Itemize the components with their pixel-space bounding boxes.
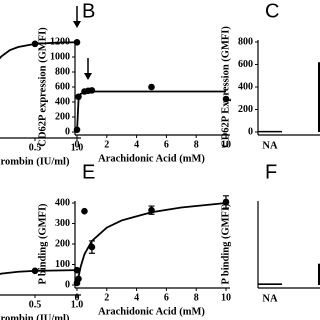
data-point xyxy=(75,93,82,101)
panel-label: E xyxy=(82,161,95,183)
y-tick-label: 200 xyxy=(55,111,70,122)
x-tick-label: 4 xyxy=(134,139,139,150)
data-point xyxy=(222,198,230,206)
y-axis-label: P binding (GMFI) xyxy=(220,203,231,285)
y-tick-label: 200 xyxy=(238,104,253,115)
y-axis-label: CD62P expression (GMFI) xyxy=(37,27,48,147)
bar xyxy=(318,263,320,285)
x-tick-label: 6 xyxy=(164,139,169,150)
x-tick-label: 8 xyxy=(194,292,199,303)
bar xyxy=(258,130,282,133)
y-tick-label: 300 xyxy=(55,218,70,229)
y-tick-label: 400 xyxy=(238,81,253,92)
fit-curve xyxy=(0,41,78,60)
panel-label: B xyxy=(82,0,95,22)
x-tick-label: 0 xyxy=(75,292,80,303)
y-tick-label: 200 xyxy=(55,238,70,249)
bar xyxy=(318,62,320,132)
x-tick-label: 0.5 xyxy=(29,142,42,153)
data-point xyxy=(222,95,230,103)
x-tick-label: 0 xyxy=(75,139,80,150)
data-point xyxy=(88,87,96,94)
x-axis-label: rombin (IU/ml) xyxy=(1,313,70,320)
arrowhead xyxy=(73,21,81,28)
y-tick-label: 1000 xyxy=(50,51,70,62)
y-tick-label: 400 xyxy=(55,96,70,107)
y-tick-label: 100 xyxy=(55,259,70,270)
data-point xyxy=(148,206,155,214)
y-tick-label: 600 xyxy=(55,81,70,92)
fit-curve xyxy=(0,269,78,275)
x-tick-label: 8 xyxy=(194,139,199,150)
data-point xyxy=(81,207,88,215)
x-axis-label: Arachidonic Acid (mM) xyxy=(98,153,205,164)
fit-curve xyxy=(76,90,226,133)
x-tick-label: 1.0 xyxy=(71,299,84,310)
x-tick-label: NA xyxy=(262,140,278,151)
data-point xyxy=(73,126,81,134)
panel-label: F xyxy=(265,161,277,183)
x-axis-label: Arachidonic Acid (mM) xyxy=(98,306,205,317)
y-tick-label: 800 xyxy=(55,66,70,77)
x-tick-label: 0.5 xyxy=(29,299,42,310)
y-tick-label: 0 xyxy=(248,126,253,137)
x-tick-label: 6 xyxy=(164,292,169,303)
fit-curve xyxy=(76,202,227,286)
y-axis-label: P binding (GMFI) xyxy=(37,203,48,285)
x-tick-label: 10 xyxy=(221,139,231,150)
x-axis-label: rombin (IU/ml) xyxy=(1,156,70,167)
bar xyxy=(258,283,282,285)
data-point xyxy=(31,40,39,48)
x-tick-label: 2 xyxy=(104,139,109,150)
panel-label: C xyxy=(265,0,279,22)
data-point xyxy=(75,275,82,283)
data-point xyxy=(148,83,155,91)
x-tick-label: 2 xyxy=(104,292,109,303)
x-tick-label: NA xyxy=(262,293,278,304)
x-tick-label: 10 xyxy=(221,292,231,303)
x-tick-label: 4 xyxy=(134,292,139,303)
arrowhead xyxy=(84,73,92,80)
y-tick-label: 400 xyxy=(55,197,70,208)
y-tick-label: 0 xyxy=(65,279,70,290)
y-tick-label: 0 xyxy=(65,126,70,137)
y-tick-label: 1200 xyxy=(50,36,70,47)
y-tick-label: 600 xyxy=(238,59,253,70)
x-tick-label: 1.0 xyxy=(71,142,84,153)
y-axis-label: CD62P Expression (GMFI) xyxy=(220,26,231,148)
data-point xyxy=(31,267,39,275)
y-tick-label: 800 xyxy=(238,36,253,47)
data-point xyxy=(88,243,96,251)
